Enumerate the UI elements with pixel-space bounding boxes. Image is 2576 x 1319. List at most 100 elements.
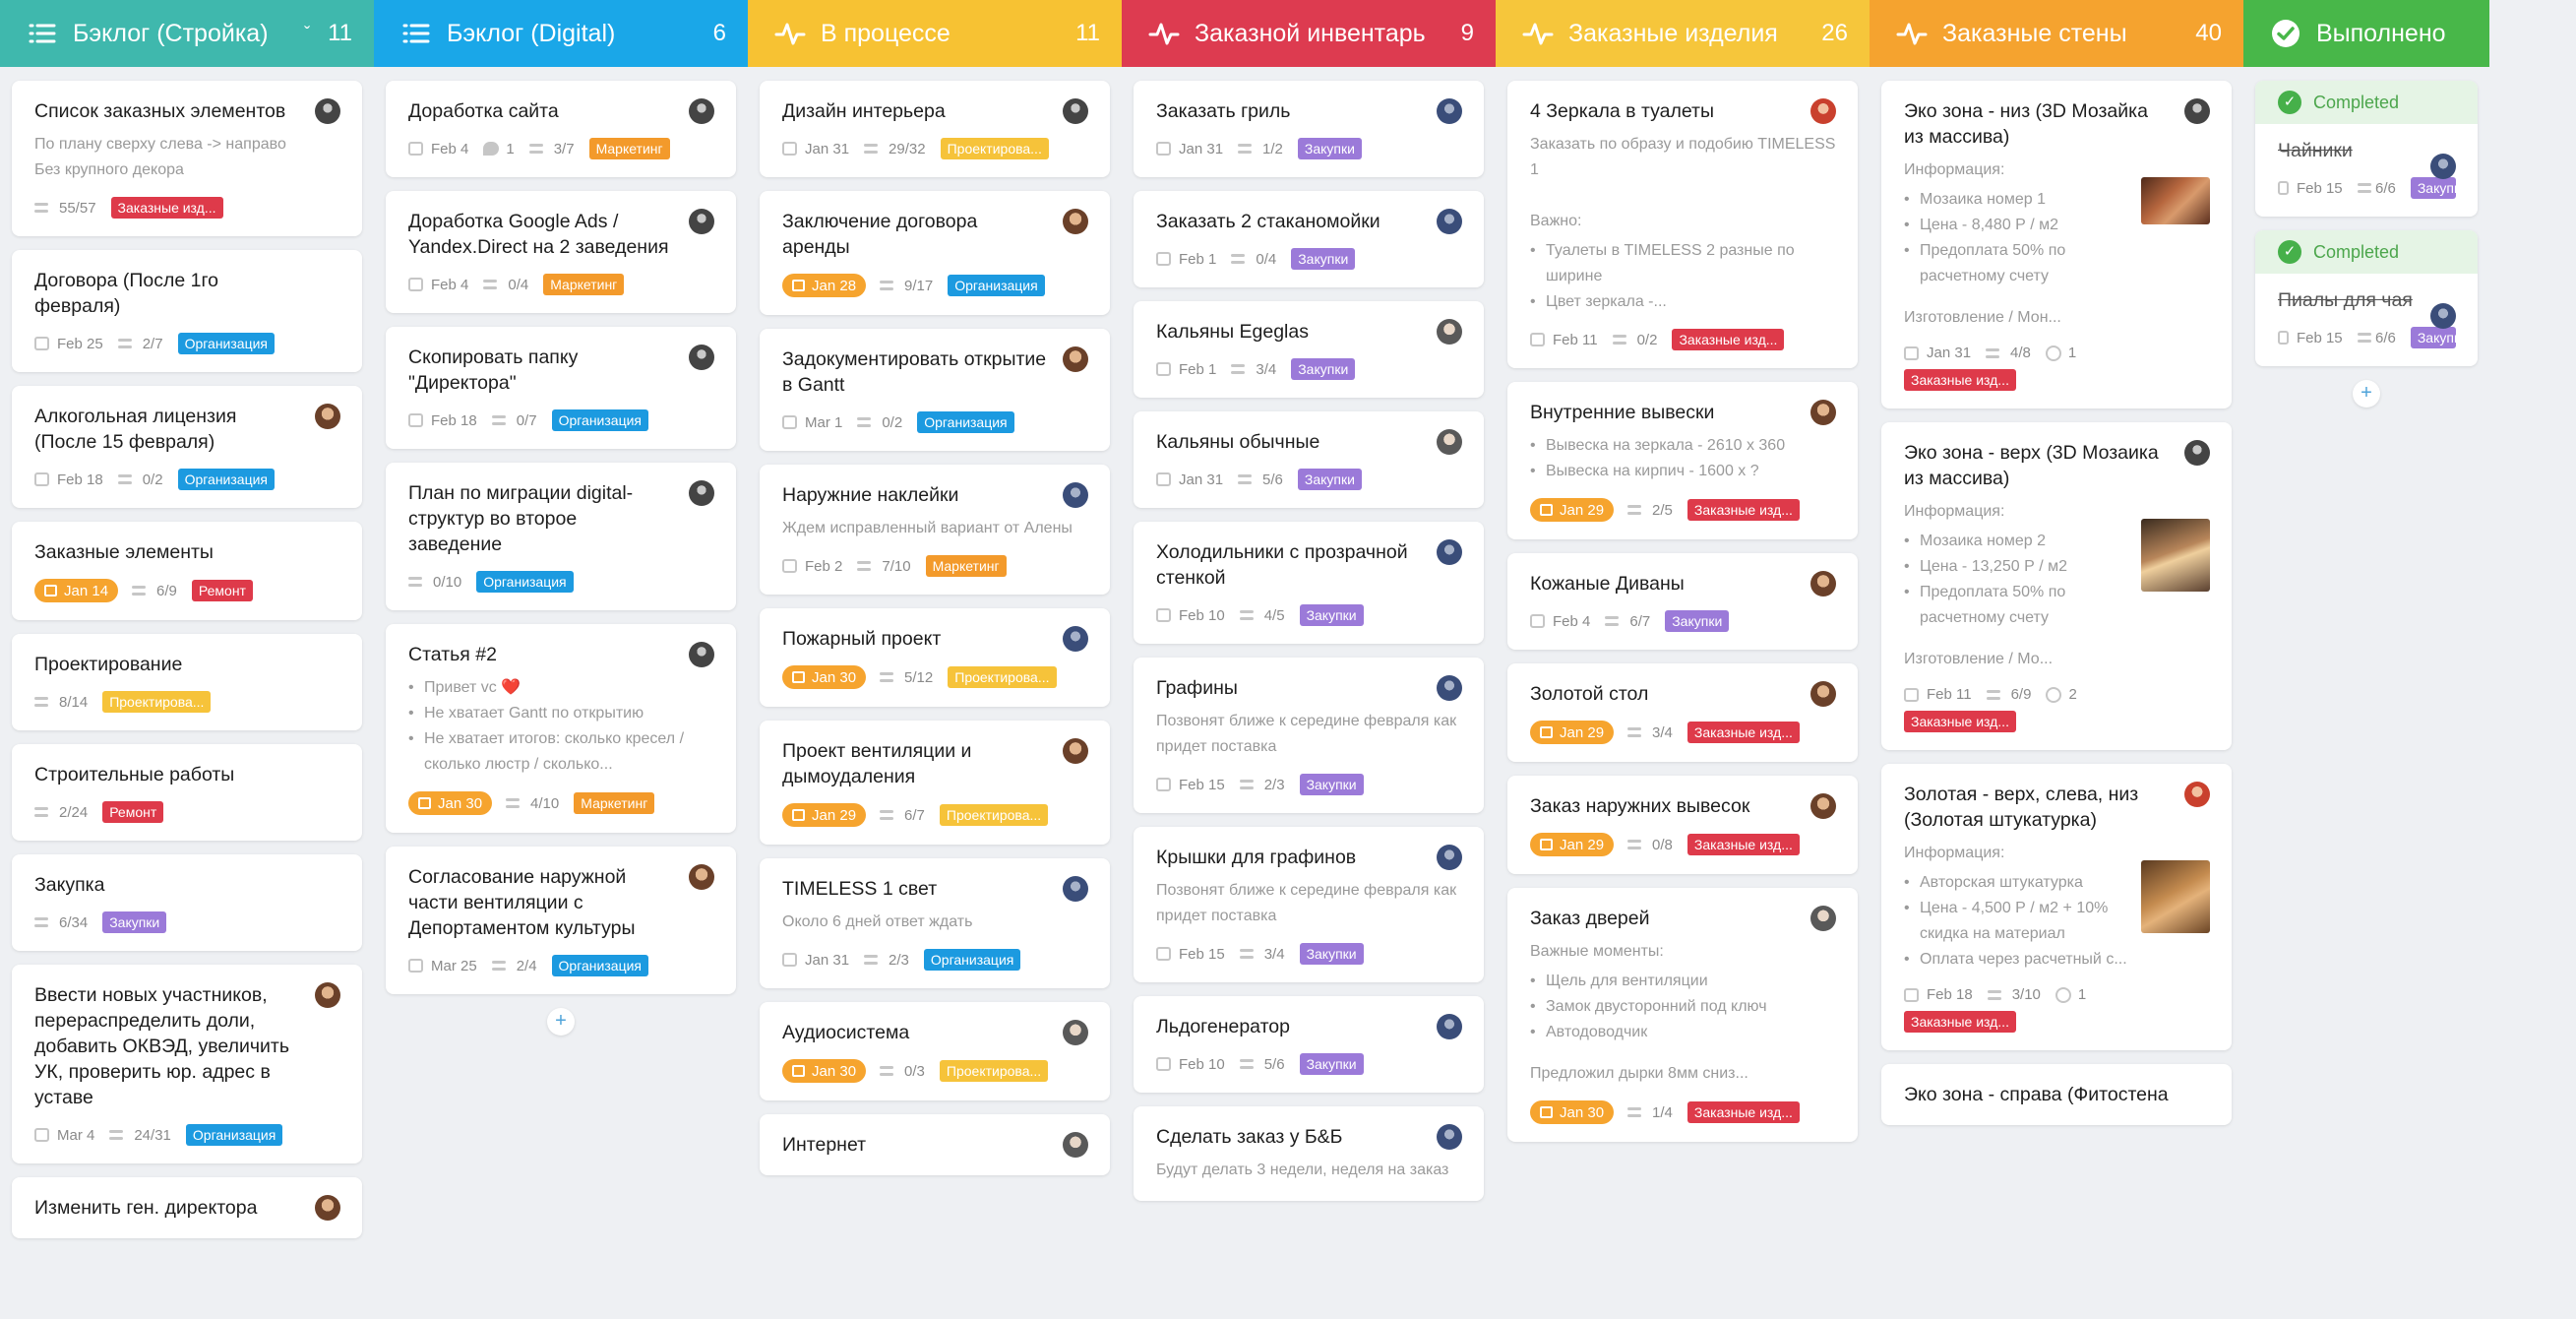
tag-badge[interactable]: Закупки: [1299, 943, 1364, 965]
task-card[interactable]: ✓ Completed Чайники Feb 15 6/6 Закупки: [2255, 81, 2478, 217]
tag-badge[interactable]: Организация: [923, 949, 1021, 971]
avatar[interactable]: [1063, 98, 1088, 124]
task-card[interactable]: Список заказных элементов По плану сверху…: [12, 81, 362, 236]
due-date-badge[interactable]: Jan 29: [1530, 498, 1615, 522]
tag-badge[interactable]: Закупки: [102, 911, 167, 933]
task-card[interactable]: Алкогольная лицензия (После 15 февраля) F…: [12, 386, 362, 508]
avatar[interactable]: [1437, 98, 1462, 124]
task-card[interactable]: Ввести новых участников, перераспределит…: [12, 965, 362, 1163]
task-card[interactable]: Эко зона - верх (3D Мозаика из массива) И…: [1881, 422, 2232, 750]
avatar[interactable]: [315, 1195, 340, 1221]
tag-badge[interactable]: Маркетинг: [925, 555, 1007, 577]
tag-badge[interactable]: Ремонт: [102, 801, 164, 823]
avatar[interactable]: [315, 982, 340, 1008]
task-card[interactable]: Строительные работы 2/24 Ремонт: [12, 744, 362, 841]
avatar[interactable]: [1810, 400, 1836, 425]
avatar[interactable]: [1437, 675, 1462, 701]
task-card[interactable]: Заказать 2 стаканомойки Feb 1 0/4 Закупки: [1134, 191, 1484, 287]
avatar[interactable]: [689, 642, 714, 667]
attachment-thumbnail[interactable]: [2141, 177, 2210, 224]
column-header[interactable]: Выполнено: [2243, 0, 2489, 67]
task-card[interactable]: Скопировать папку "Директора" Feb 18 0/7 Ор…: [386, 327, 736, 449]
task-card[interactable]: Заключение договора аренды Jan 28 9/17 Орга…: [760, 191, 1110, 315]
task-card[interactable]: Эко зона - справа (Фитостена: [1881, 1064, 2232, 1125]
attachment-thumbnail[interactable]: [2141, 860, 2210, 933]
avatar[interactable]: [1810, 98, 1836, 124]
avatar[interactable]: [2184, 440, 2210, 466]
avatar[interactable]: [1063, 876, 1088, 902]
tag-badge[interactable]: Организация: [476, 571, 574, 593]
avatar[interactable]: [1810, 571, 1836, 597]
tag-badge[interactable]: Проектирова...: [102, 691, 212, 713]
column-header[interactable]: В процессе 11: [748, 0, 1122, 67]
avatar[interactable]: [689, 345, 714, 370]
task-card[interactable]: Заказ дверей Важные моменты: • Щель для вен…: [1507, 888, 1858, 1142]
task-card[interactable]: Заказать гриль Jan 31 1/2 Закупки: [1134, 81, 1484, 177]
task-card[interactable]: Доработка Google Ads / Yandex.Direct на …: [386, 191, 736, 313]
avatar[interactable]: [689, 864, 714, 890]
task-card[interactable]: Золотой стол Jan 29 3/4 Заказные изд...: [1507, 663, 1858, 762]
column-header[interactable]: Заказные изделия 26: [1496, 0, 1870, 67]
column-header[interactable]: Заказные стены 40: [1870, 0, 2243, 67]
task-card[interactable]: Согласование наружной части вентиляции с…: [386, 847, 736, 994]
task-card[interactable]: ✓ Completed Пиалы для чая Feb 15 6/6 Закупки: [2255, 230, 2478, 366]
tag-badge[interactable]: Закупки: [1291, 248, 1356, 270]
tag-badge[interactable]: Заказные изд...: [1687, 1101, 1800, 1123]
tag-badge[interactable]: Организация: [551, 955, 648, 976]
tag-badge[interactable]: Заказные изд...: [1672, 329, 1785, 350]
task-card[interactable]: Заказ наружних вывесок Jan 29 0/8 Заказные …: [1507, 776, 1858, 874]
task-card[interactable]: Проектирование 8/14 Проектирова...: [12, 634, 362, 730]
add-card-button[interactable]: +: [547, 1008, 575, 1036]
tag-badge[interactable]: Закупки: [1665, 610, 1730, 632]
task-card[interactable]: Дизайн интерьера Jan 31 29/32 Проектирова..…: [760, 81, 1110, 177]
task-card[interactable]: Пожарный проект Jan 30 5/12 Проектирова...: [760, 608, 1110, 707]
tag-badge[interactable]: Закупки: [2410, 177, 2457, 199]
tag-badge[interactable]: Организация: [551, 409, 648, 431]
tag-badge[interactable]: Закупки: [1297, 469, 1362, 490]
avatar[interactable]: [2430, 154, 2456, 179]
column-header[interactable]: Бэклог (Digital) 6: [374, 0, 748, 67]
tag-badge[interactable]: Заказные изд...: [1904, 711, 2016, 732]
task-card[interactable]: План по миграции digital-структур во вто…: [386, 463, 736, 610]
due-date-badge[interactable]: Jan 29: [782, 803, 867, 827]
attachment-thumbnail[interactable]: [2141, 519, 2210, 592]
task-card[interactable]: Внутренние вывески • Вывеска на зеркала - …: [1507, 382, 1858, 539]
tag-badge[interactable]: Заказные изд...: [1904, 1011, 2016, 1033]
due-date-badge[interactable]: Jan 30: [1530, 1100, 1615, 1124]
tag-badge[interactable]: Ремонт: [191, 580, 253, 601]
avatar[interactable]: [689, 209, 714, 234]
tag-badge[interactable]: Закупки: [2410, 327, 2457, 348]
due-date-badge[interactable]: Jan 28: [782, 274, 867, 297]
avatar[interactable]: [1810, 681, 1836, 707]
column-header[interactable]: Бэклог (Стройка) ˇ 11: [0, 0, 374, 67]
task-card[interactable]: Кальяны Egeglas Feb 1 3/4 Закупки: [1134, 301, 1484, 398]
task-card[interactable]: Эко зона - низ (3D Мозайка из массива) Ин…: [1881, 81, 2232, 408]
tag-badge[interactable]: Закупки: [1297, 138, 1362, 159]
avatar[interactable]: [1063, 482, 1088, 508]
avatar[interactable]: [689, 480, 714, 506]
tag-badge[interactable]: Закупки: [1299, 774, 1364, 795]
avatar[interactable]: [1437, 539, 1462, 565]
task-card[interactable]: Договора (После 1го февраля) Feb 25 2/7 Орг…: [12, 250, 362, 372]
tag-badge[interactable]: Проектирова...: [948, 666, 1057, 688]
column-header[interactable]: Заказной инвентарь 9: [1122, 0, 1496, 67]
add-card-button[interactable]: +: [2353, 380, 2380, 408]
task-card[interactable]: Заказные элементы Jan 14 6/9 Ремонт: [12, 522, 362, 620]
due-date-badge[interactable]: Jan 30: [408, 791, 493, 815]
task-card[interactable]: Холодильники с прозрачной стенкой Feb 10 4…: [1134, 522, 1484, 644]
avatar[interactable]: [1063, 1132, 1088, 1158]
avatar[interactable]: [1437, 319, 1462, 345]
task-card[interactable]: Кожаные Диваны Feb 4 6/7 Закупки: [1507, 553, 1858, 650]
avatar[interactable]: [1437, 209, 1462, 234]
due-date-badge[interactable]: Jan 29: [1530, 721, 1615, 744]
avatar[interactable]: [2184, 98, 2210, 124]
tag-badge[interactable]: Заказные изд...: [1687, 722, 1800, 743]
task-card[interactable]: Закупка 6/34 Закупки: [12, 854, 362, 951]
task-card[interactable]: Крышки для графинов Позвонят ближе к сере…: [1134, 827, 1484, 982]
avatar[interactable]: [1063, 346, 1088, 372]
task-card[interactable]: Доработка сайта Feb 4 1 3/7 Маркетинг: [386, 81, 736, 177]
task-card[interactable]: Изменить ген. директора: [12, 1177, 362, 1238]
tag-badge[interactable]: Организация: [948, 275, 1045, 296]
task-card[interactable]: Льдогенератор Feb 10 5/6 Закупки: [1134, 996, 1484, 1093]
tag-badge[interactable]: Проектирова...: [939, 1060, 1049, 1082]
